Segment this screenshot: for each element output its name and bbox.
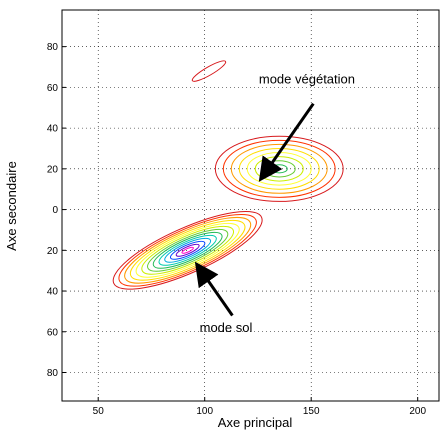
contour-line bbox=[129, 219, 246, 281]
annotation-arrow bbox=[258, 102, 315, 182]
x-tick-label: 150 bbox=[303, 406, 320, 417]
y-tick-label: 0 bbox=[52, 205, 58, 216]
x-axis-title: Axe principal bbox=[218, 415, 293, 430]
contour-line bbox=[238, 147, 320, 190]
contour-line bbox=[141, 225, 234, 275]
y-tick-label: 20 bbox=[47, 246, 59, 257]
annotation-label: mode sol bbox=[200, 320, 253, 335]
y-tick-label: 60 bbox=[47, 83, 59, 94]
y-axis-title: Axe secondaire bbox=[4, 161, 19, 251]
contour-line bbox=[147, 228, 229, 272]
contour-line bbox=[169, 240, 206, 260]
contour-line bbox=[158, 234, 217, 266]
y-tick-label: 80 bbox=[47, 368, 59, 379]
annotation-label: mode végétation bbox=[259, 71, 355, 86]
contour-line bbox=[214, 135, 344, 202]
contour-line bbox=[191, 60, 227, 82]
x-tick-label: 200 bbox=[409, 406, 426, 417]
y-tick-label: 80 bbox=[47, 42, 59, 53]
contour-line bbox=[135, 222, 240, 278]
contour-line bbox=[222, 139, 336, 198]
contour-line bbox=[152, 231, 223, 269]
annotations: mode végétation mode sol bbox=[194, 71, 355, 335]
grid-lines bbox=[62, 10, 439, 401]
y-tick-label: 40 bbox=[47, 124, 59, 135]
plot-frame bbox=[61, 9, 440, 402]
x-tick-label: 50 bbox=[93, 406, 105, 417]
y-tick-label: 60 bbox=[47, 327, 59, 338]
annotation-arrow bbox=[194, 261, 234, 317]
contour-line bbox=[175, 243, 200, 257]
contour-line bbox=[164, 237, 212, 263]
contour-line bbox=[181, 246, 194, 254]
y-tick-label: 20 bbox=[47, 164, 59, 175]
contour-line bbox=[230, 143, 328, 194]
y-tick-label: 40 bbox=[47, 287, 59, 298]
x-tick-label: 100 bbox=[196, 406, 213, 417]
